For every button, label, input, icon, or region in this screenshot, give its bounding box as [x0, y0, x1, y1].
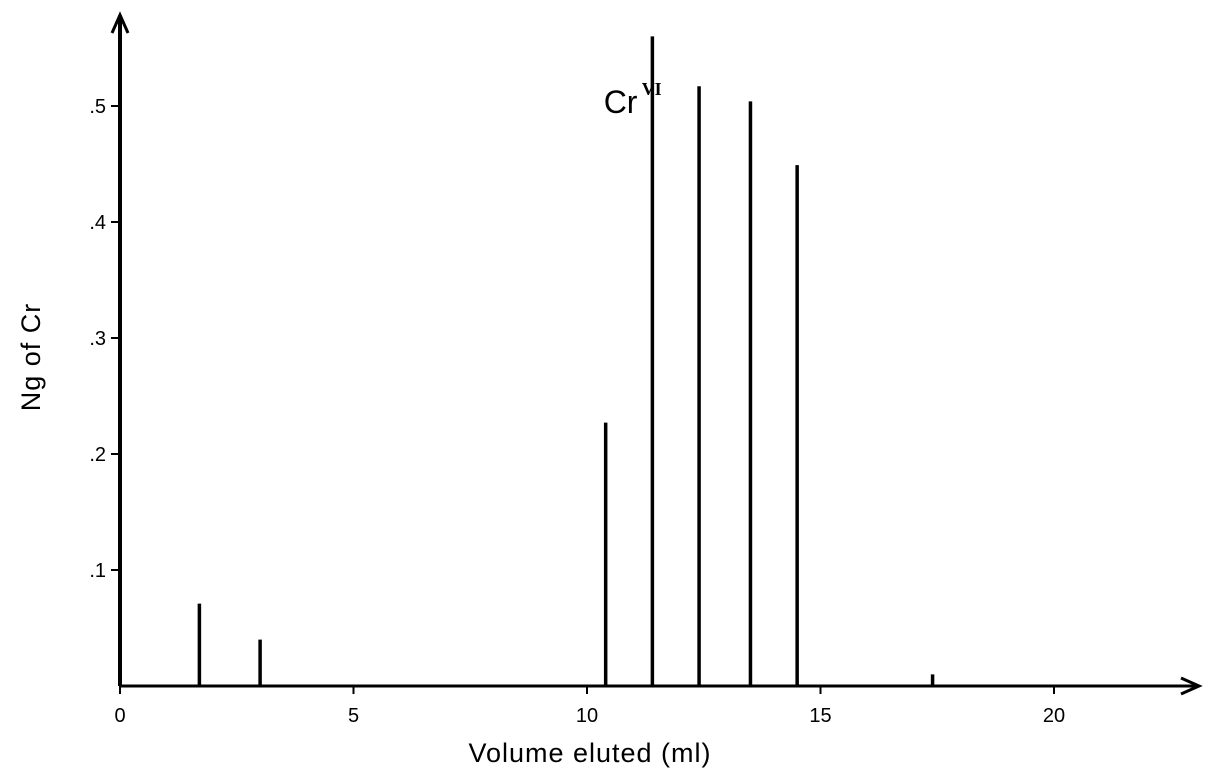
axes — [110, 11, 1203, 696]
annotation: Cr VI — [604, 79, 662, 120]
x-axis-label: Volume eluted (ml) — [468, 738, 711, 768]
annotations: CrVICrIII — [604, 79, 662, 120]
y-axis-label: Ng of Cr — [16, 303, 46, 412]
y-axis-arrow — [110, 11, 130, 34]
y-tick-label: .3 — [89, 328, 106, 350]
ticks: 0510152025303540.1.2.3.4.5 — [89, 96, 1065, 727]
y-tick-label: .2 — [89, 444, 106, 466]
x-tick-label: 20 — [1043, 705, 1065, 727]
x-axis-arrow — [1180, 676, 1203, 696]
y-tick-label: .5 — [89, 96, 106, 118]
x-tick-label: 15 — [809, 705, 831, 727]
y-tick-label: .1 — [89, 560, 106, 582]
bars — [197, 36, 935, 686]
x-tick-label: 5 — [348, 705, 359, 727]
annotation-text: Cr — [604, 84, 638, 120]
y-tick-label: .4 — [89, 212, 106, 234]
x-tick-label: 10 — [576, 705, 598, 727]
x-tick-label: 0 — [114, 705, 125, 727]
annotation-superscript: VI — [642, 79, 662, 99]
